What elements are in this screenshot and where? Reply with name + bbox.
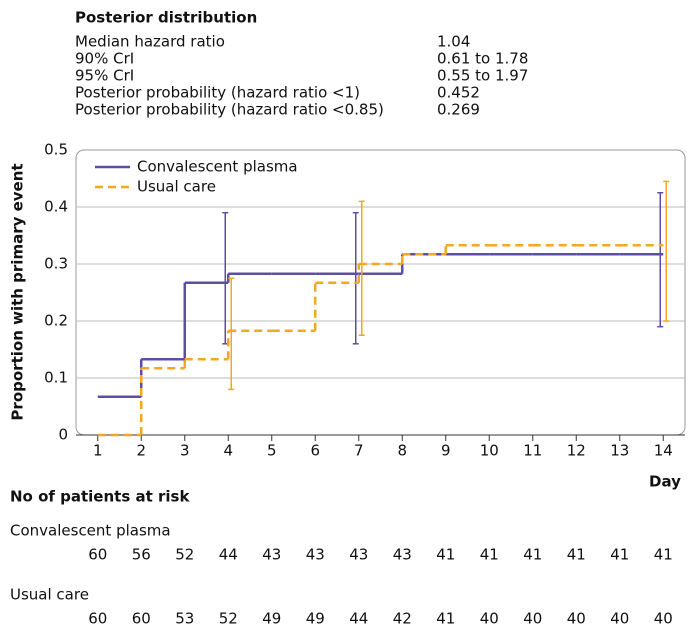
annotation-title: Posterior distribution	[75, 9, 257, 27]
at-risk-count: 41	[436, 610, 455, 628]
x-tick-label: 11	[523, 442, 542, 460]
at-risk-count: 44	[219, 546, 238, 564]
at-risk-count: 49	[262, 610, 281, 628]
legend-label: Convalescent plasma	[137, 158, 298, 176]
annotation-label: 95% CrI	[75, 67, 134, 85]
x-tick-label: 7	[354, 442, 364, 460]
at-risk-count: 53	[175, 610, 194, 628]
x-tick-label: 2	[136, 442, 146, 460]
at-risk-title: No of patients at risk	[10, 488, 190, 506]
annotation-value: 0.61 to 1.78	[437, 50, 528, 68]
y-tick-label: 0.5	[44, 141, 68, 159]
at-risk-count: 56	[132, 546, 151, 564]
annotation-label: 90% CrI	[75, 50, 134, 68]
annotation-value: 1.04	[437, 33, 470, 51]
at-risk-count: 43	[306, 546, 325, 564]
y-tick-label: 0.4	[44, 198, 68, 216]
x-tick-label: 6	[310, 442, 320, 460]
annotation-label: Posterior probability (hazard ratio <0.8…	[75, 101, 384, 119]
at-risk-count: 40	[567, 610, 586, 628]
at-risk-count: 41	[523, 546, 542, 564]
at-risk-count: 40	[610, 610, 629, 628]
legend-label: Usual care	[137, 178, 216, 196]
x-tick-label: 3	[180, 442, 190, 460]
at-risk-count: 42	[393, 610, 412, 628]
at-risk-count: 41	[480, 546, 499, 564]
at-risk-count: 52	[219, 610, 238, 628]
at-risk-count: 41	[436, 546, 455, 564]
at-risk-count: 49	[306, 610, 325, 628]
x-tick-label: 1	[93, 442, 103, 460]
at-risk-count: 60	[88, 610, 107, 628]
x-tick-label: 4	[223, 442, 233, 460]
at-risk-count: 40	[654, 610, 673, 628]
at-risk-count: 40	[480, 610, 499, 628]
y-tick-label: 0.3	[44, 255, 68, 273]
at-risk-count: 43	[349, 546, 368, 564]
annotation-label: Posterior probability (hazard ratio <1)	[75, 84, 360, 102]
at-risk-count: 43	[262, 546, 281, 564]
x-tick-label: 13	[610, 442, 629, 460]
at-risk-group: Usual care	[10, 586, 89, 604]
x-tick-label: 10	[480, 442, 499, 460]
x-tick-label: 8	[397, 442, 407, 460]
x-tick-label: 14	[654, 442, 673, 460]
x-axis-label: Day	[649, 473, 681, 491]
at-risk-count: 41	[654, 546, 673, 564]
y-tick-label: 0.2	[44, 312, 68, 330]
at-risk-count: 52	[175, 546, 194, 564]
y-axis-label: Proportion with primary event	[9, 163, 27, 420]
x-tick-label: 12	[567, 442, 586, 460]
annotation-value: 0.452	[437, 84, 480, 102]
x-tick-label: 5	[267, 442, 277, 460]
at-risk-group: Convalescent plasma	[10, 522, 171, 540]
at-risk-count: 60	[132, 610, 151, 628]
annotation-label: Median hazard ratio	[75, 33, 225, 51]
at-risk-count: 41	[610, 546, 629, 564]
at-risk-count: 43	[393, 546, 412, 564]
annotation-value: 0.55 to 1.97	[437, 67, 528, 85]
x-tick-label: 9	[441, 442, 451, 460]
at-risk-count: 40	[523, 610, 542, 628]
y-tick-label: 0.1	[44, 369, 68, 387]
at-risk-count: 44	[349, 610, 368, 628]
at-risk-count: 41	[567, 546, 586, 564]
at-risk-count: 60	[88, 546, 107, 564]
annotation-value: 0.269	[437, 101, 480, 119]
y-tick-label: 0	[58, 426, 68, 444]
